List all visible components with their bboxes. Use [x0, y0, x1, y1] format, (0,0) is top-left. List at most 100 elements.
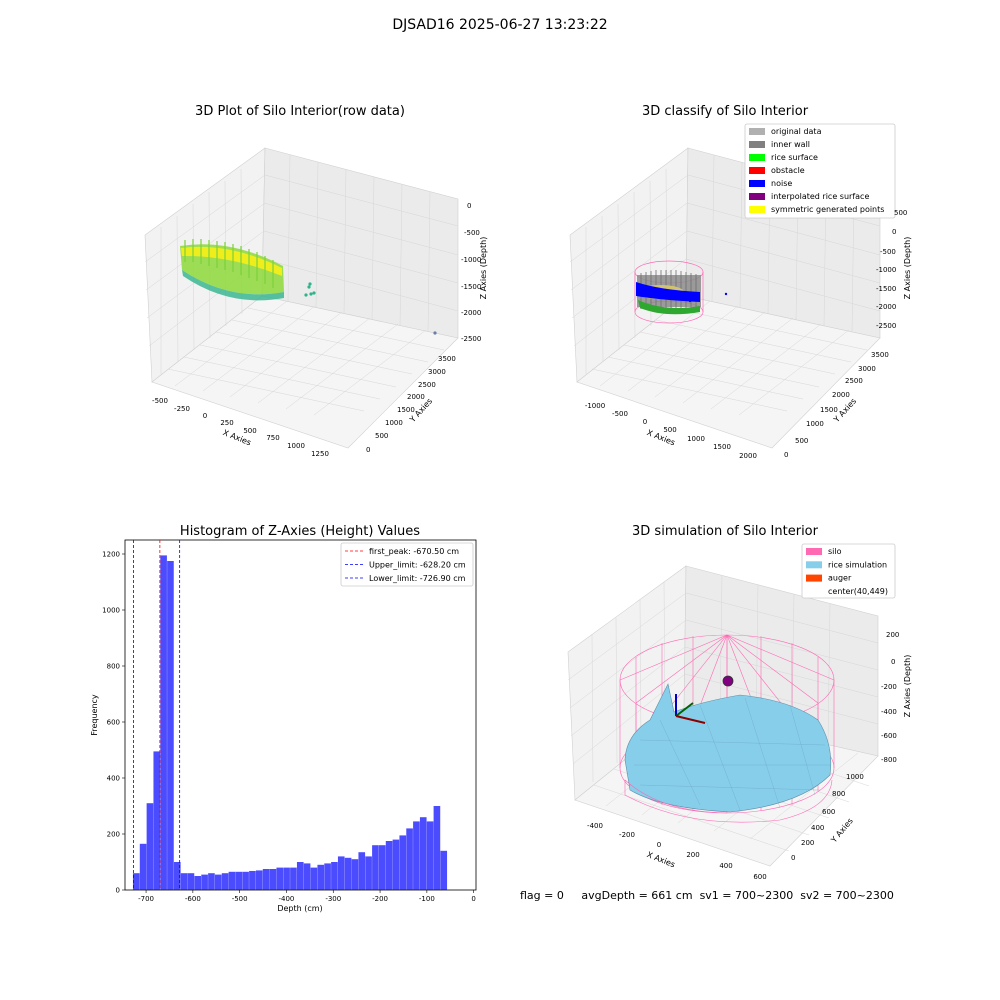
classify-y-ticks: 0 500 1000 1500 2000 2500 3000 3500: [784, 351, 889, 459]
raw-x-tick: 1000: [287, 442, 305, 450]
histogram-bar: [221, 873, 229, 890]
legend-label: original data: [771, 127, 822, 136]
simulation-legend-box: [801, 543, 896, 599]
raw-cloud-spikes: [184, 239, 274, 288]
classify-noise-point: [688, 299, 692, 303]
histogram-bar: [214, 874, 222, 890]
histogram-legend: first_peak: -670.50 cm Upper_limit: -628.…: [345, 547, 466, 583]
raw-outlier-point: [308, 282, 312, 286]
legend-swatch: [749, 193, 765, 200]
simulation-y-tick: 600: [822, 808, 835, 816]
classify-point-cloud: [634, 260, 728, 324]
raw-y-tick: 2500: [418, 381, 436, 389]
histogram-bar: [303, 863, 311, 890]
classify-x-tick: 500: [663, 426, 676, 434]
simulation-silo-lower-rim: [624, 779, 833, 823]
legend-swatch: [749, 141, 765, 148]
legend-label: rice surface: [771, 153, 818, 162]
classify-legend-items: original data inner wall rice surface obsta…: [749, 127, 884, 214]
simulation-x-tick: 400: [719, 862, 732, 870]
raw-z-tick: -2500: [461, 335, 481, 343]
histogram-bar: [228, 871, 236, 890]
classify-z-tick: -2000: [876, 303, 896, 311]
simulation-x-ticks: -400 -200 0 200 400 600: [587, 822, 767, 881]
simulation-x-tick: 200: [686, 851, 699, 859]
panel-title-raw-data: 3D Plot of Silo Interior(row data): [195, 104, 405, 119]
histogram-bar: [173, 862, 181, 890]
histogram-chart: -700 -600 -500 -400 -300 -200 -100 0 0 200 400 600…: [90, 539, 477, 913]
histogram-bar: [344, 857, 352, 890]
legend-swatch: [806, 574, 822, 582]
simulation-rice-mesh: [634, 697, 830, 811]
histogram-x-tick-label: -500: [232, 895, 248, 903]
raw-x-tick: 250: [220, 419, 233, 427]
histogram-bar: [160, 555, 167, 890]
histogram-bar: [180, 873, 188, 890]
simulation-z-ticks: 200 0 -200 -400 -600 -800: [881, 631, 899, 764]
simulation-y-tick: 200: [801, 839, 814, 847]
simulation-x-tick: 600: [753, 873, 766, 881]
classify-x-tick: -500: [612, 410, 628, 418]
histogram-bar: [242, 871, 249, 890]
classify-pane-floor: [576, 295, 881, 449]
histogram-x-tick-label: -600: [185, 895, 201, 903]
histogram-bar: [276, 867, 284, 890]
histogram-bar: [419, 817, 427, 890]
simulation-3d-plot: silo rice simulation auger center(40,449) -…: [567, 543, 912, 881]
histogram-bar: [187, 873, 195, 890]
classify-z-tick: -1000: [876, 266, 896, 274]
classify-z-tick: 0: [892, 228, 896, 236]
figure-title: DJSAD16 2025-06-27 13:23:22: [392, 17, 608, 33]
raw-z-tick: -500: [464, 229, 480, 237]
legend-swatch: [749, 154, 765, 161]
raw-y-tick: 3000: [428, 368, 446, 376]
histogram-vlines: [133, 540, 181, 890]
legend-label: auger: [828, 574, 852, 583]
raw-point-cloud: [180, 239, 437, 335]
histogram-bars: [132, 555, 448, 890]
histogram-bar: [139, 843, 147, 890]
histogram-bar: [358, 852, 366, 890]
raw-outlier-point: [433, 331, 437, 335]
simulation-z-tick: 200: [886, 631, 899, 639]
raw-z-tick: 0: [467, 202, 471, 210]
classify-legend: original data inner wall rice surface obsta…: [744, 123, 896, 219]
histogram-bar: [194, 876, 202, 890]
classify-noise-point: [724, 292, 728, 296]
histogram-x-label: Depth (cm): [277, 904, 322, 913]
raw-x-tick: -250: [174, 405, 190, 413]
histogram-y-tick-label: 1000: [102, 607, 120, 615]
simulation-z-label: Z Axies (Depth): [903, 655, 912, 718]
histogram-bar: [153, 751, 161, 890]
legend-swatch: [806, 561, 822, 569]
legend-label: inner wall: [771, 140, 810, 149]
status-sv2: sv2 = 700~2300: [800, 889, 894, 902]
classify-z-label: Z Axies (Depth): [903, 237, 912, 300]
histogram-x-ticks: -700 -600 -500 -400 -300 -200 -100 0: [138, 890, 476, 903]
raw-z-tick: -1500: [461, 283, 481, 291]
legend-label: rice simulation: [828, 560, 887, 569]
histogram-bar: [413, 821, 420, 890]
classify-z-tick: 500: [894, 209, 907, 217]
classify-x-ticks: -1000 -500 0 500 1000 1500 2000: [585, 402, 757, 460]
status-flag: flag = 0: [520, 889, 564, 902]
histogram-y-tick-label: 800: [107, 663, 120, 671]
simulation-z-tick: -400: [881, 708, 897, 716]
histogram-bar: [426, 821, 434, 890]
classify-legend-box: [744, 123, 896, 219]
histogram-bar: [235, 871, 243, 890]
classify-x-tick: -1000: [585, 402, 605, 410]
simulation-center-marker: [722, 675, 734, 687]
histogram-bar: [255, 870, 263, 890]
histogram-bar: [262, 869, 270, 890]
histogram-bar: [249, 870, 256, 890]
histogram-bar: [317, 864, 325, 890]
legend-swatch: [749, 180, 765, 187]
status-sv1: sv1 = 700~2300: [699, 889, 794, 902]
classify-x-tick: 1000: [687, 435, 705, 443]
simulation-x-tick: -400: [587, 822, 603, 830]
simulation-z-tick: 0: [891, 658, 895, 666]
classify-y-tick: 500: [795, 437, 808, 445]
classify-z-tick: -2500: [876, 322, 896, 330]
simulation-z-tick: -800: [881, 756, 897, 764]
